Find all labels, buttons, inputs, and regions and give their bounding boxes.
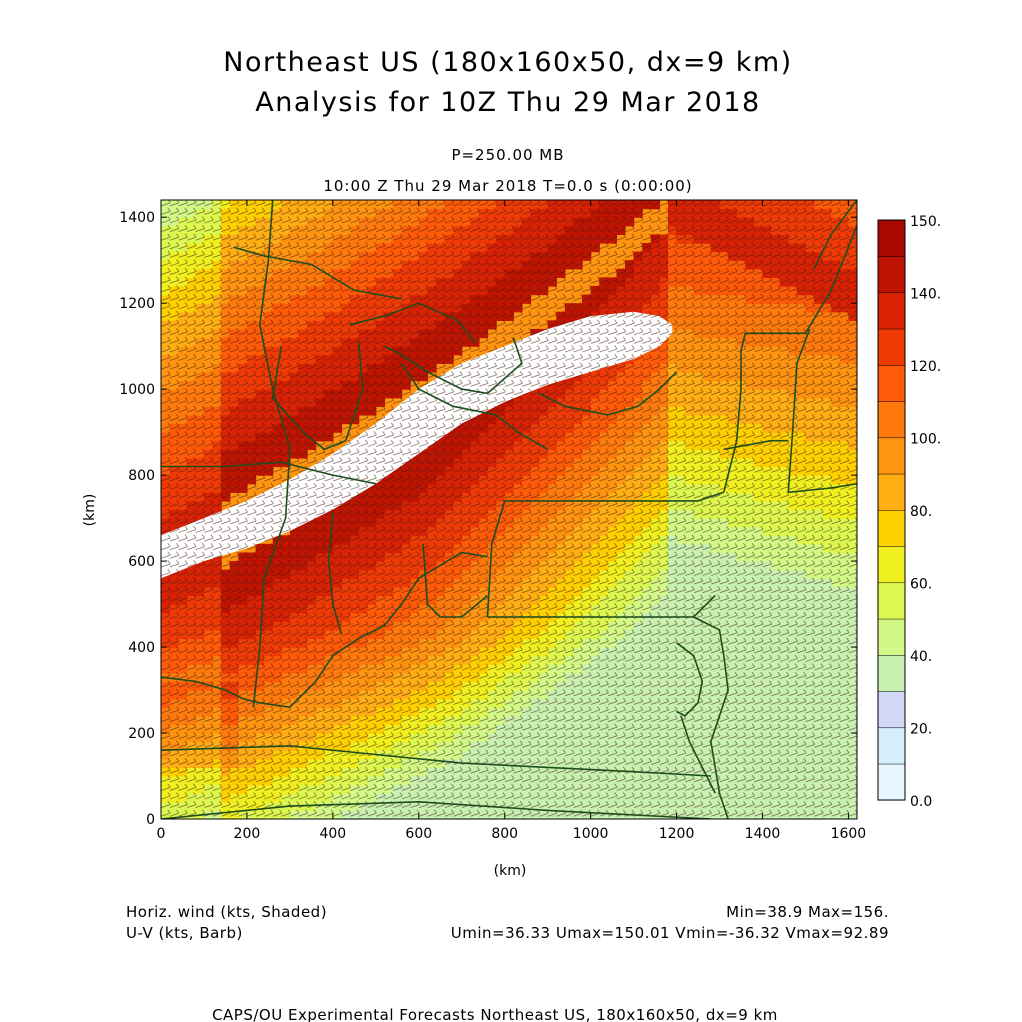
valid-time: 10:00 Z Thu 29 Mar 2018 T=0.0 s (0:00:00…	[323, 177, 692, 195]
plot-area	[161, 200, 857, 819]
pressure-level: P=250.00 MB	[451, 146, 564, 164]
chart-title: Northeast US (180x160x50, dx=9 km)	[223, 47, 792, 78]
chart-subtitle: Analysis for 10Z Thu 29 Mar 2018	[255, 87, 760, 118]
